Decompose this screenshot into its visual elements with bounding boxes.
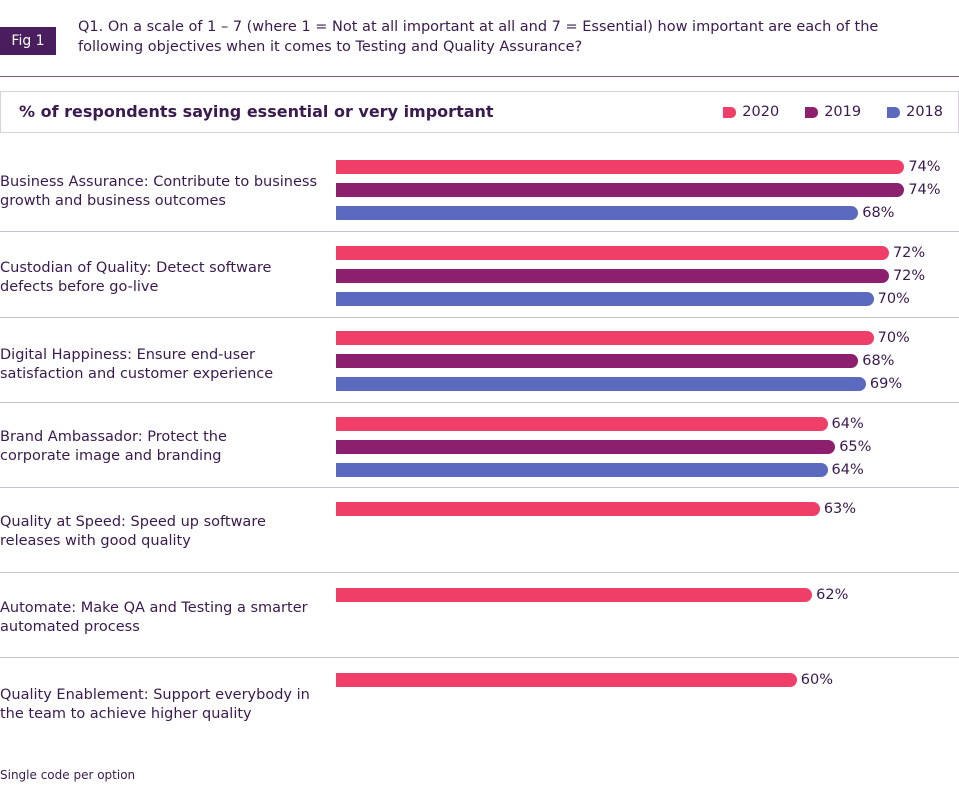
category-label-line: Quality at Speed: Speed up software bbox=[0, 514, 266, 530]
category-label: Custodian of Quality: Detect software def… bbox=[0, 259, 320, 297]
bar-2020 bbox=[336, 417, 828, 431]
legend-swatch bbox=[887, 106, 901, 118]
category-label: Brand Ambassador: Protect the corporate i… bbox=[0, 428, 320, 466]
legend-label: 2020 bbox=[742, 104, 780, 120]
bar-2020 bbox=[336, 588, 813, 602]
bar-value-label: 70% bbox=[877, 291, 910, 307]
bar-value-label: 64% bbox=[831, 462, 864, 478]
legend-item-2020: 2020 bbox=[723, 104, 779, 120]
category-divider bbox=[0, 231, 959, 232]
bar-2020 bbox=[336, 160, 905, 174]
category-label-line: Custodian of Quality: Detect software bbox=[0, 260, 272, 276]
bar-value-label: 60% bbox=[800, 672, 834, 688]
legend-swatch bbox=[723, 106, 737, 118]
bar-value-label: 72% bbox=[892, 245, 926, 261]
category-label: Automate: Make QA and Testing a smarter a… bbox=[0, 599, 320, 637]
bar-2020 bbox=[336, 673, 797, 687]
legend-label: 2019 bbox=[824, 104, 862, 120]
bar-2020 bbox=[336, 331, 874, 345]
legend-item-2018: 2018 bbox=[887, 104, 943, 120]
category-divider bbox=[0, 487, 959, 488]
chart-title: % of respondents saying essential or ver… bbox=[19, 102, 494, 121]
bar-2019 bbox=[336, 183, 905, 197]
legend-item-2019: 2019 bbox=[805, 104, 861, 120]
category-label-line: Automate: Make QA and Testing a smarter bbox=[0, 600, 308, 616]
bar-2018 bbox=[336, 463, 828, 477]
category-label: Digital Happiness: Ensure end-user satisf… bbox=[0, 346, 320, 384]
category-label: Quality Enablement: Support everybody in… bbox=[0, 686, 320, 724]
bar-2020 bbox=[336, 246, 889, 260]
category-label-line: Quality Enablement: Support everybody in bbox=[0, 687, 310, 703]
bar-2019 bbox=[336, 354, 859, 368]
bar-value-label: 68% bbox=[862, 353, 895, 369]
bar-2019 bbox=[336, 440, 836, 454]
category-label-line: Business Assurance: Contribute to busine… bbox=[0, 174, 318, 190]
bar-2018 bbox=[336, 292, 874, 306]
bar-value-label: 68% bbox=[862, 205, 895, 221]
question-line-2: following objectives when it comes to Te… bbox=[78, 39, 583, 55]
bar-value-label: 62% bbox=[816, 587, 849, 603]
bar-2018 bbox=[336, 206, 859, 220]
category-label-line: the team to achieve higher quality bbox=[0, 706, 252, 722]
chart-legend: 2020 2019 2018 bbox=[697, 92, 943, 132]
category-label-line: satisfaction and customer experience bbox=[0, 366, 274, 382]
bar-value-label: 72% bbox=[892, 268, 926, 284]
category-label-line: Digital Happiness: Ensure end-user bbox=[0, 347, 256, 363]
bar-value-label: 63% bbox=[823, 501, 857, 517]
bar-value-label: 74% bbox=[908, 182, 941, 198]
header-rule bbox=[0, 76, 959, 77]
bar-2019 bbox=[336, 269, 889, 283]
figure-badge: Fig 1 bbox=[0, 27, 56, 55]
bar-value-label: 64% bbox=[831, 416, 864, 432]
footnote: Single code per option bbox=[0, 768, 136, 782]
category-label-line: growth and business outcomes bbox=[0, 193, 226, 209]
legend-swatch bbox=[805, 106, 819, 118]
category-label-line: automated process bbox=[0, 619, 140, 635]
bar-value-label: 74% bbox=[908, 159, 941, 175]
category-label-line: Brand Ambassador: Protect the bbox=[0, 429, 227, 445]
category-label-line: defects before go-live bbox=[0, 279, 159, 295]
bar-value-label: 69% bbox=[869, 376, 903, 392]
category-label: Business Assurance: Contribute to busine… bbox=[0, 173, 320, 211]
category-label-line: releases with good quality bbox=[0, 533, 191, 549]
category-label: Quality at Speed: Speed up software relea… bbox=[0, 513, 320, 551]
category-divider bbox=[0, 572, 959, 573]
bar-value-label: 70% bbox=[877, 330, 910, 346]
question-text: Q1. On a scale of 1 – 7 (where 1 = Not a… bbox=[78, 17, 938, 57]
category-divider bbox=[0, 317, 959, 318]
category-divider bbox=[0, 657, 959, 658]
category-divider bbox=[0, 402, 959, 403]
bar-2020 bbox=[336, 502, 820, 516]
bar-2018 bbox=[336, 377, 866, 391]
legend-label: 2018 bbox=[906, 104, 943, 120]
bar-value-label: 65% bbox=[839, 439, 872, 455]
category-label-line: corporate image and branding bbox=[0, 448, 222, 464]
question-line-1: Q1. On a scale of 1 – 7 (where 1 = Not a… bbox=[78, 19, 879, 35]
chart-subheading-bar: % of respondents saying essential or ver… bbox=[0, 91, 959, 133]
